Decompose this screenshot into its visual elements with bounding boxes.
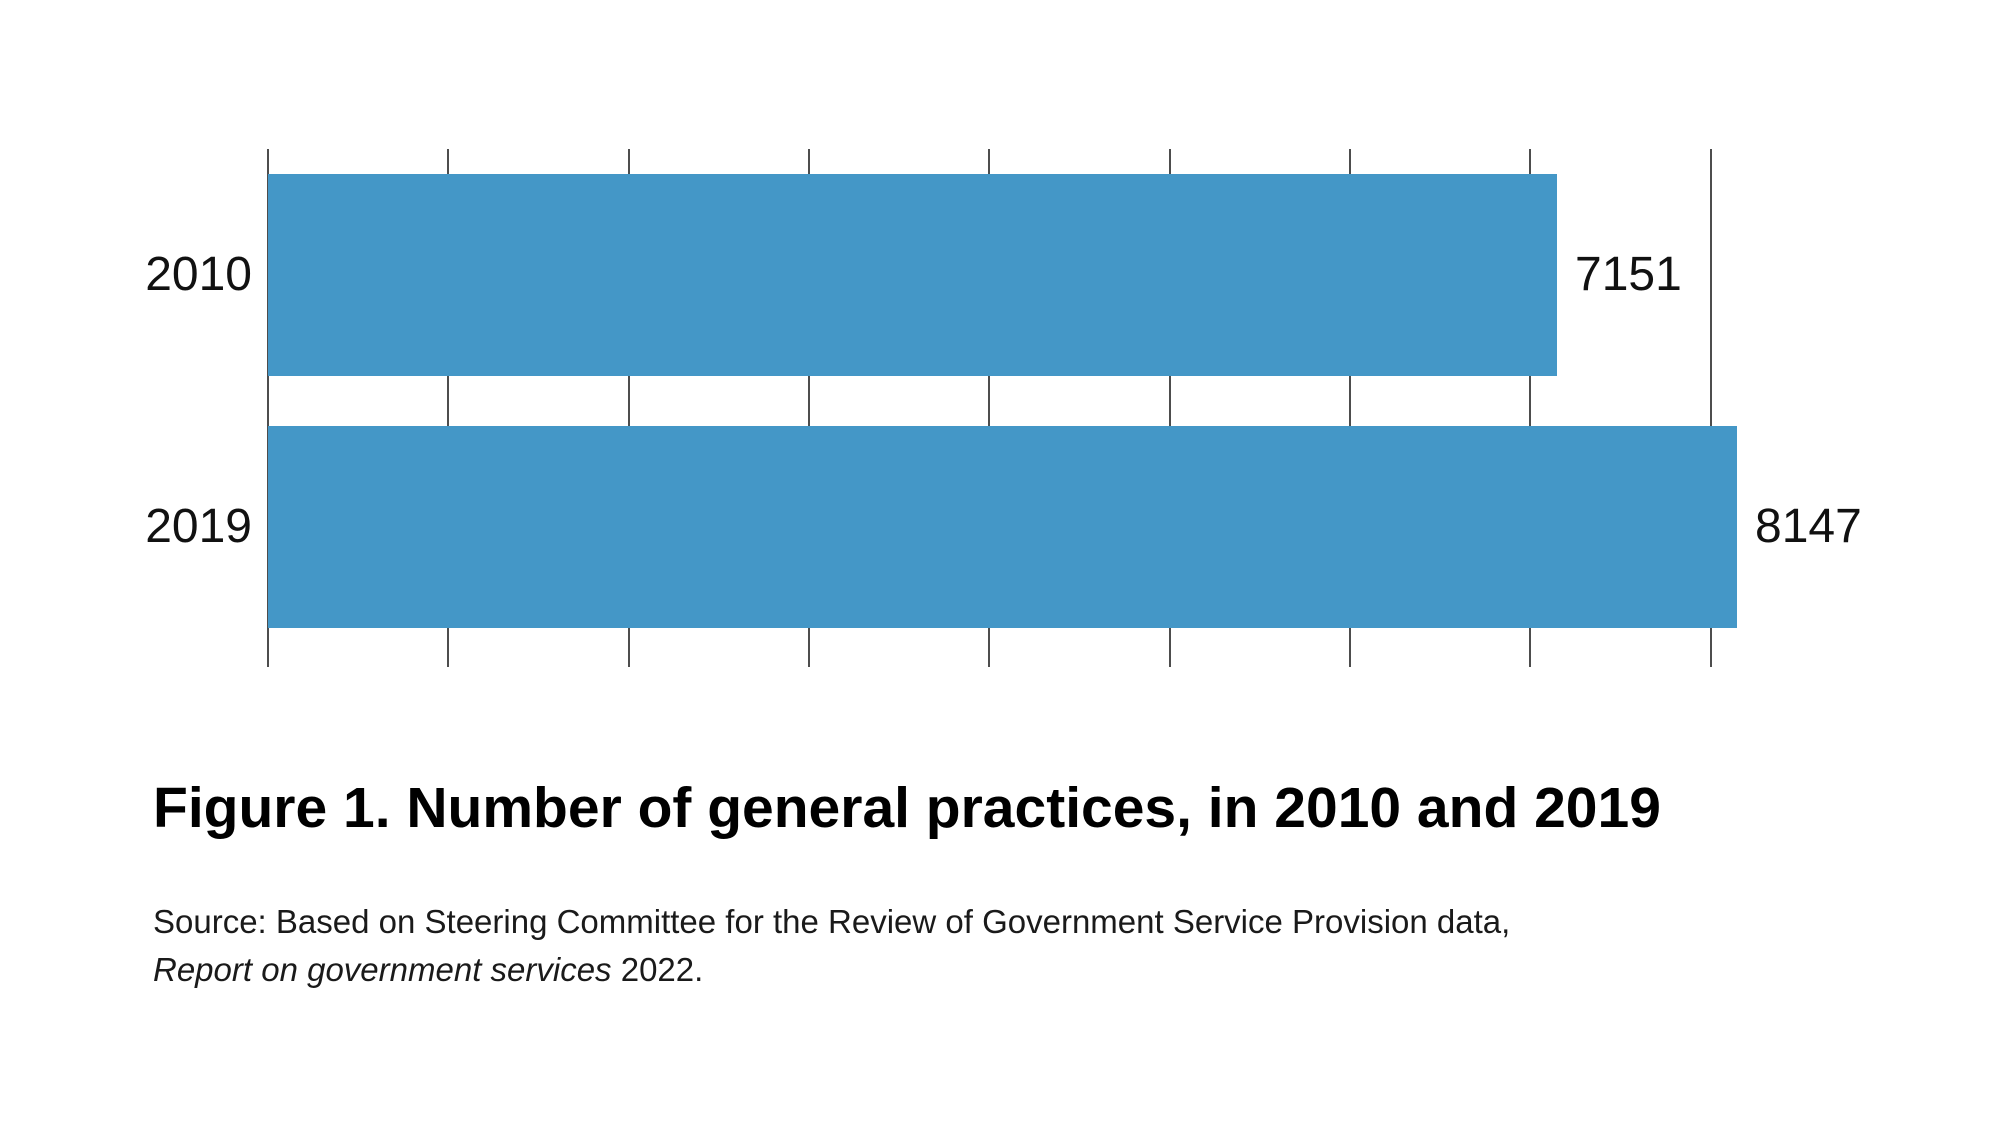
x-gridline-2000 (627, 149, 630, 667)
bar-2019 (268, 426, 1737, 628)
source-line-2-year: 2022. (611, 951, 704, 988)
x-gridline-1000 (447, 149, 450, 667)
x-gridline-6000 (1348, 149, 1351, 667)
category-label-2019: 2019 (145, 500, 252, 553)
source-line-1: Source: Based on Steering Committee for … (153, 903, 1511, 940)
x-gridline-0 (267, 149, 269, 667)
bar-2010 (268, 174, 1557, 376)
x-gridline-5000 (1168, 149, 1171, 667)
source-note: Source: Based on Steering Committee for … (153, 898, 1510, 994)
bar-chart-plot-area (267, 149, 1752, 667)
value-label-2010: 7151 (1575, 248, 1682, 301)
x-gridline-3000 (807, 149, 810, 667)
figure-title: Figure 1. Number of general practices, i… (153, 776, 1661, 840)
x-gridline-8000 (1709, 149, 1712, 667)
source-line-2-report-title: Report on government services (153, 951, 612, 988)
x-gridline-4000 (988, 149, 991, 667)
category-label-2010: 2010 (145, 248, 252, 301)
value-label-2019: 8147 (1755, 500, 1862, 553)
x-gridline-7000 (1529, 149, 1532, 667)
